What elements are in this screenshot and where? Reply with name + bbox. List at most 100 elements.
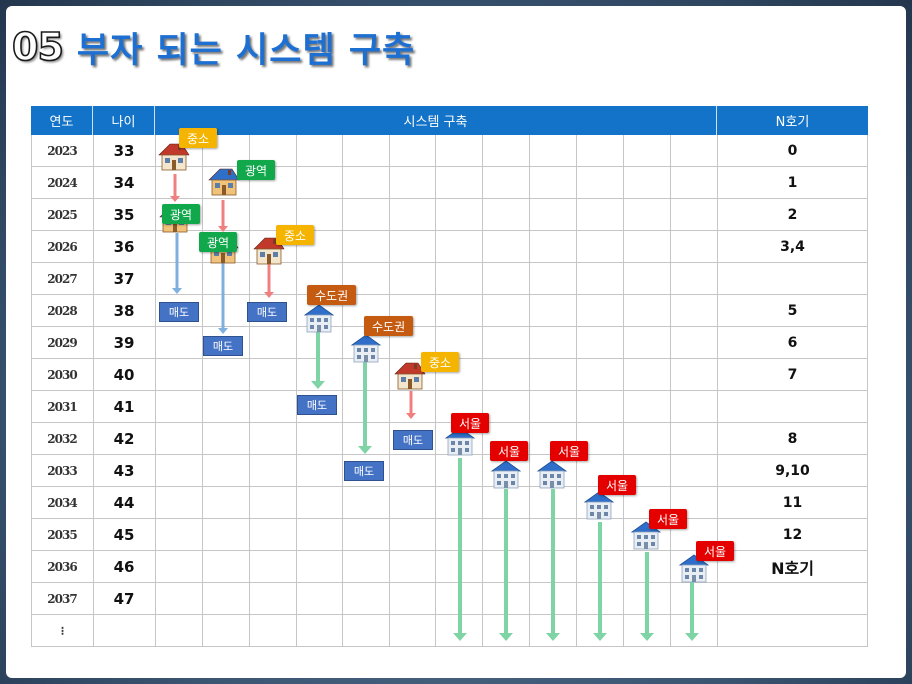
house-red-roof-icon [253, 237, 285, 265]
age-cell: 44 [113, 494, 135, 512]
n-units-cell: 2 [787, 207, 798, 223]
grid-vline [342, 135, 343, 647]
down-arrow [170, 174, 180, 202]
n-units-cell: 0 [787, 143, 798, 159]
grid-vline [389, 135, 390, 647]
age-cell: 46 [113, 558, 135, 576]
grid-hline [31, 166, 868, 167]
n-units-cell: 8 [787, 431, 798, 447]
year-cell: 2023 [47, 144, 77, 158]
metro-label: 광역 [162, 204, 201, 224]
year-cell: 2032 [47, 432, 77, 446]
n-units-cell [717, 615, 868, 647]
age-cell: 47 [113, 590, 135, 608]
grid-vline [576, 135, 577, 647]
small-city-label: 중소 [276, 225, 315, 245]
down-arrow [218, 263, 228, 334]
year-cell: 2024 [47, 176, 77, 190]
age-cell: 43 [113, 462, 135, 480]
seoul-label: 서울 [598, 475, 637, 495]
grid-hline [31, 230, 868, 231]
house-blue-roof-icon [208, 168, 240, 196]
down-arrow [406, 391, 416, 419]
n-units-cell: N호기 [771, 559, 814, 578]
grid-hline [31, 198, 868, 199]
age-cell: 34 [113, 174, 135, 192]
down-arrow [218, 200, 228, 232]
building-blue-roof-icon [490, 460, 522, 489]
down-arrow [264, 263, 274, 298]
down-arrow [640, 552, 654, 641]
age-cell: 41 [113, 398, 135, 416]
seoul-label: 서울 [696, 541, 735, 561]
year-cell: 2036 [47, 560, 77, 574]
n-units-cell: 11 [782, 495, 803, 511]
grid-hline [31, 390, 868, 391]
n-units-cell: 1 [787, 175, 798, 191]
year-cell: 2027 [47, 272, 77, 286]
sale-box: 매도 [297, 395, 337, 415]
age-cell: 45 [113, 526, 135, 544]
metro-label: 광역 [199, 232, 238, 252]
grid-vline [31, 135, 32, 647]
grid-hline [31, 422, 868, 423]
building-blue-roof-icon [678, 554, 710, 583]
down-arrow [546, 489, 560, 641]
header-n-units: N호기 [717, 106, 868, 135]
building-blue-roof-icon [350, 334, 382, 363]
down-arrow [453, 458, 467, 641]
year-cell: 2030 [47, 368, 77, 382]
grid-hline [31, 614, 868, 615]
n-units-cell: 6 [787, 335, 798, 351]
grid-vline [435, 135, 436, 647]
grid-vline [529, 135, 530, 647]
header-system: 시스템 구축 [155, 106, 717, 135]
year-cell: 2028 [47, 304, 77, 318]
grid-vline [155, 135, 156, 647]
sale-box: 매도 [393, 430, 433, 450]
header-year: 연도 [31, 106, 93, 135]
grid-hline [31, 486, 868, 487]
sale-box: 매도 [203, 336, 243, 356]
grid-vline [717, 135, 718, 647]
down-arrow [593, 522, 607, 641]
down-arrow [499, 489, 513, 641]
year-cell: 2025 [47, 208, 77, 222]
house-red-roof-icon [158, 143, 190, 171]
n-units-cell [717, 391, 868, 423]
grid-hline [31, 262, 868, 263]
year-cell: 2033 [47, 464, 77, 478]
small-city-label: 중소 [179, 128, 218, 148]
age-cell: 37 [113, 270, 135, 288]
grid-vline [296, 135, 297, 647]
age-cell: 39 [113, 334, 135, 352]
year-cell: 2026 [47, 240, 77, 254]
grid-vline [482, 135, 483, 647]
slide-number: 05 [11, 24, 64, 70]
grid-vline [670, 135, 671, 647]
sale-box: 매도 [159, 302, 199, 322]
grid-vline [249, 135, 250, 647]
building-blue-roof-icon [303, 304, 335, 333]
year-cell: 2037 [47, 592, 77, 606]
n-units-cell: 7 [787, 367, 798, 383]
seoul-label: 서울 [550, 441, 589, 461]
metro-label: 광역 [237, 160, 276, 180]
n-units-cell: 5 [787, 303, 798, 319]
n-units-cell [717, 263, 868, 295]
grid-hline [31, 550, 868, 551]
age-cell: 33 [113, 142, 135, 160]
grid-hline [31, 518, 868, 519]
age-cell: 42 [113, 430, 135, 448]
age-cell: 35 [113, 206, 135, 224]
n-units-cell: 12 [782, 527, 803, 543]
age-cell: 36 [113, 238, 135, 256]
grid-vline [867, 135, 868, 647]
down-arrow [685, 582, 699, 641]
year-cell: ⁝ [60, 624, 65, 638]
n-units-cell: 3,4 [780, 239, 805, 255]
seoul-label: 서울 [649, 509, 688, 529]
sale-box: 매도 [247, 302, 287, 322]
grid-vline [93, 135, 94, 647]
